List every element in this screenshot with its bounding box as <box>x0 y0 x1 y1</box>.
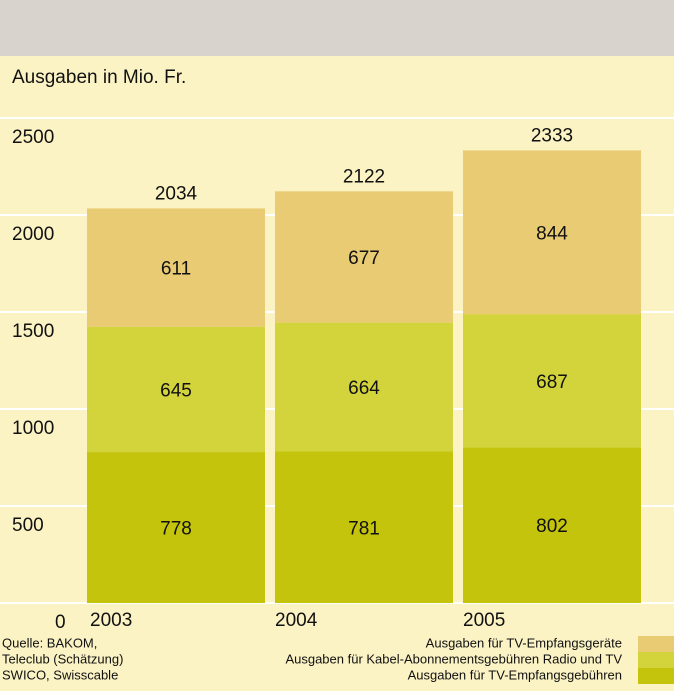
data-label: 844 <box>536 223 568 244</box>
bar-segment <box>275 322 453 452</box>
bar-segment <box>275 191 453 323</box>
legend-label: Ausgaben für Kabel-Abonnementsgebühren R… <box>285 651 622 666</box>
data-label: 645 <box>160 381 192 402</box>
legend-swatch <box>638 668 674 684</box>
total-label: 2333 <box>531 125 573 146</box>
bar-segment <box>463 314 641 448</box>
bar-segment <box>463 150 641 315</box>
bar-segment <box>463 447 641 603</box>
y-tick-label: 0 <box>55 612 66 633</box>
header-band <box>0 0 674 56</box>
source-text: SWICO, Swisscable <box>2 667 118 682</box>
legend-label: Ausgaben für TV-Empfangsgeräte <box>426 635 622 650</box>
bar-segment <box>275 451 453 603</box>
data-label: 611 <box>161 259 191 280</box>
x-tick-label: 2003 <box>90 610 132 631</box>
y-tick-label: 2000 <box>12 224 54 245</box>
legend-swatch <box>638 636 674 652</box>
y-tick-label: 1500 <box>12 321 54 342</box>
y-tick-label: 1000 <box>12 418 54 439</box>
y-tick-label: 500 <box>12 515 44 536</box>
data-label: 664 <box>348 378 380 399</box>
data-label: 781 <box>348 518 380 539</box>
bar-segment <box>87 208 265 327</box>
bar-segment <box>87 326 265 453</box>
x-tick-label: 2004 <box>275 610 318 631</box>
data-label: 802 <box>536 516 568 537</box>
legend-label: Ausgaben für TV-Empfangsgebühren <box>408 667 622 682</box>
total-label: 2122 <box>343 166 385 187</box>
source-text: Quelle: BAKOM, <box>2 635 97 650</box>
data-label: 677 <box>348 248 380 269</box>
bar-segment <box>87 452 265 603</box>
data-label: 778 <box>160 519 192 540</box>
source-text: Teleclub (Schätzung) <box>2 651 123 666</box>
y-tick-label: 2500 <box>12 127 54 148</box>
data-label: 687 <box>536 372 568 393</box>
y-axis-label: Ausgaben in Mio. Fr. <box>12 67 186 88</box>
x-tick-label: 2005 <box>463 610 505 631</box>
legend-swatch <box>638 652 674 668</box>
total-label: 2034 <box>155 183 198 204</box>
